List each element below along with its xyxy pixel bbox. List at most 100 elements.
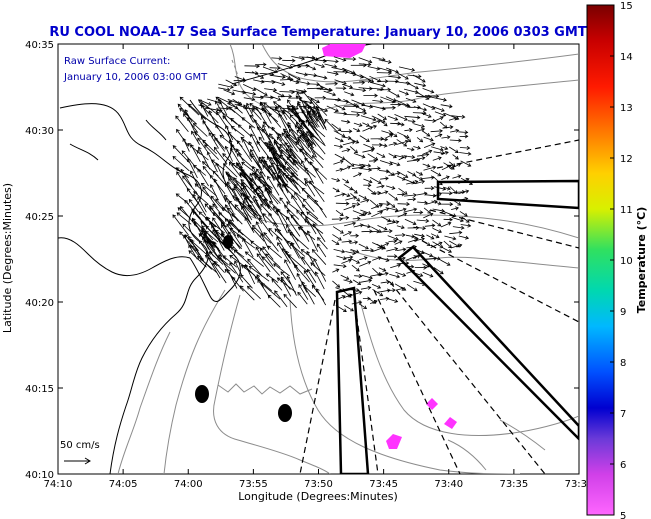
current-vector [413, 123, 425, 128]
current-vector [441, 164, 452, 171]
current-vector [232, 99, 243, 106]
current-vector [407, 171, 417, 177]
current-vector [343, 293, 353, 299]
current-vector [344, 56, 357, 62]
current-vector [175, 115, 189, 133]
current-vector [297, 226, 316, 241]
current-vector [269, 74, 286, 79]
current-vector [265, 273, 279, 283]
current-vector [331, 216, 343, 222]
current-vector [189, 238, 204, 261]
current-vector [299, 134, 315, 149]
current-vector [209, 221, 221, 240]
current-vector [253, 195, 262, 211]
current-vector [417, 200, 428, 205]
current-vector [430, 146, 444, 152]
current-vector [218, 83, 234, 89]
current-vector [342, 135, 352, 140]
current-vector [227, 207, 239, 222]
current-vector [361, 229, 373, 234]
current-vector [452, 225, 465, 230]
current-vector [212, 170, 226, 185]
current-vector [353, 122, 363, 127]
current-vector [458, 130, 469, 135]
current-vector [333, 264, 347, 269]
current-vector [335, 209, 344, 217]
current-vector [359, 212, 368, 217]
current-vector [247, 258, 263, 277]
current-vector [413, 210, 424, 215]
current-vector [259, 171, 270, 190]
x-tick-label: 74:10 [44, 479, 73, 490]
current-vector [351, 264, 360, 272]
current-vector [236, 153, 255, 169]
current-vector [459, 211, 468, 217]
current-vector [220, 221, 233, 238]
current-vector [335, 295, 346, 301]
current-vector [309, 161, 324, 184]
current-vector [388, 171, 401, 176]
current-vector [359, 135, 370, 142]
colorbar-tick-label: 15 [620, 1, 633, 12]
current-vector [440, 221, 452, 228]
current-vector [345, 251, 357, 256]
current-vector [277, 63, 294, 69]
current-vector [404, 218, 417, 226]
current-vector [192, 122, 208, 137]
current-vector [395, 71, 409, 80]
current-vector [387, 235, 399, 241]
current-vector [404, 193, 417, 198]
current-vector [363, 183, 372, 188]
current-vector [405, 234, 416, 239]
current-vector [236, 162, 251, 187]
current-vector [417, 152, 430, 157]
current-vector [237, 140, 253, 162]
current-vector [334, 79, 347, 85]
current-vector [344, 159, 355, 167]
current-vector [236, 148, 244, 162]
current-vector [229, 219, 243, 235]
current-vector [360, 115, 377, 122]
current-vector [430, 241, 443, 248]
current-vector [395, 256, 406, 261]
current-vector [332, 234, 342, 241]
colorbar-tick-label: 13 [620, 103, 633, 114]
current-vector [184, 109, 193, 123]
y-tick-label: 40:15 [25, 384, 54, 395]
current-vector [312, 223, 326, 243]
current-vector [190, 143, 201, 163]
current-vector [398, 90, 409, 96]
current-vector [353, 128, 361, 133]
current-vector [358, 243, 369, 250]
current-vector [360, 198, 370, 203]
current-vector [314, 199, 327, 218]
current-vector [421, 251, 434, 258]
current-vector [317, 237, 328, 250]
current-vector [301, 187, 315, 201]
current-vector [284, 161, 299, 177]
current-vector [377, 242, 390, 249]
current-vector [261, 156, 274, 174]
current-vector [316, 111, 327, 129]
current-vector [396, 122, 405, 127]
current-vector [202, 139, 217, 155]
current-vector [423, 165, 437, 171]
current-vector [350, 290, 363, 296]
current-vector [307, 144, 324, 161]
current-vector [218, 212, 237, 228]
radar-sector-east [436, 179, 579, 210]
current-vector [386, 220, 400, 225]
current-vector [370, 176, 382, 184]
current-vector [172, 156, 190, 172]
current-vector [363, 93, 378, 98]
current-vector [449, 163, 462, 170]
current-vector [385, 279, 395, 286]
current-vector [277, 242, 291, 264]
current-vector [458, 235, 470, 240]
current-vector [422, 149, 433, 155]
current-vector [243, 197, 256, 215]
current-vector [413, 145, 421, 150]
current-vector [283, 130, 298, 146]
current-vector [340, 129, 353, 134]
current-vector [354, 273, 363, 279]
